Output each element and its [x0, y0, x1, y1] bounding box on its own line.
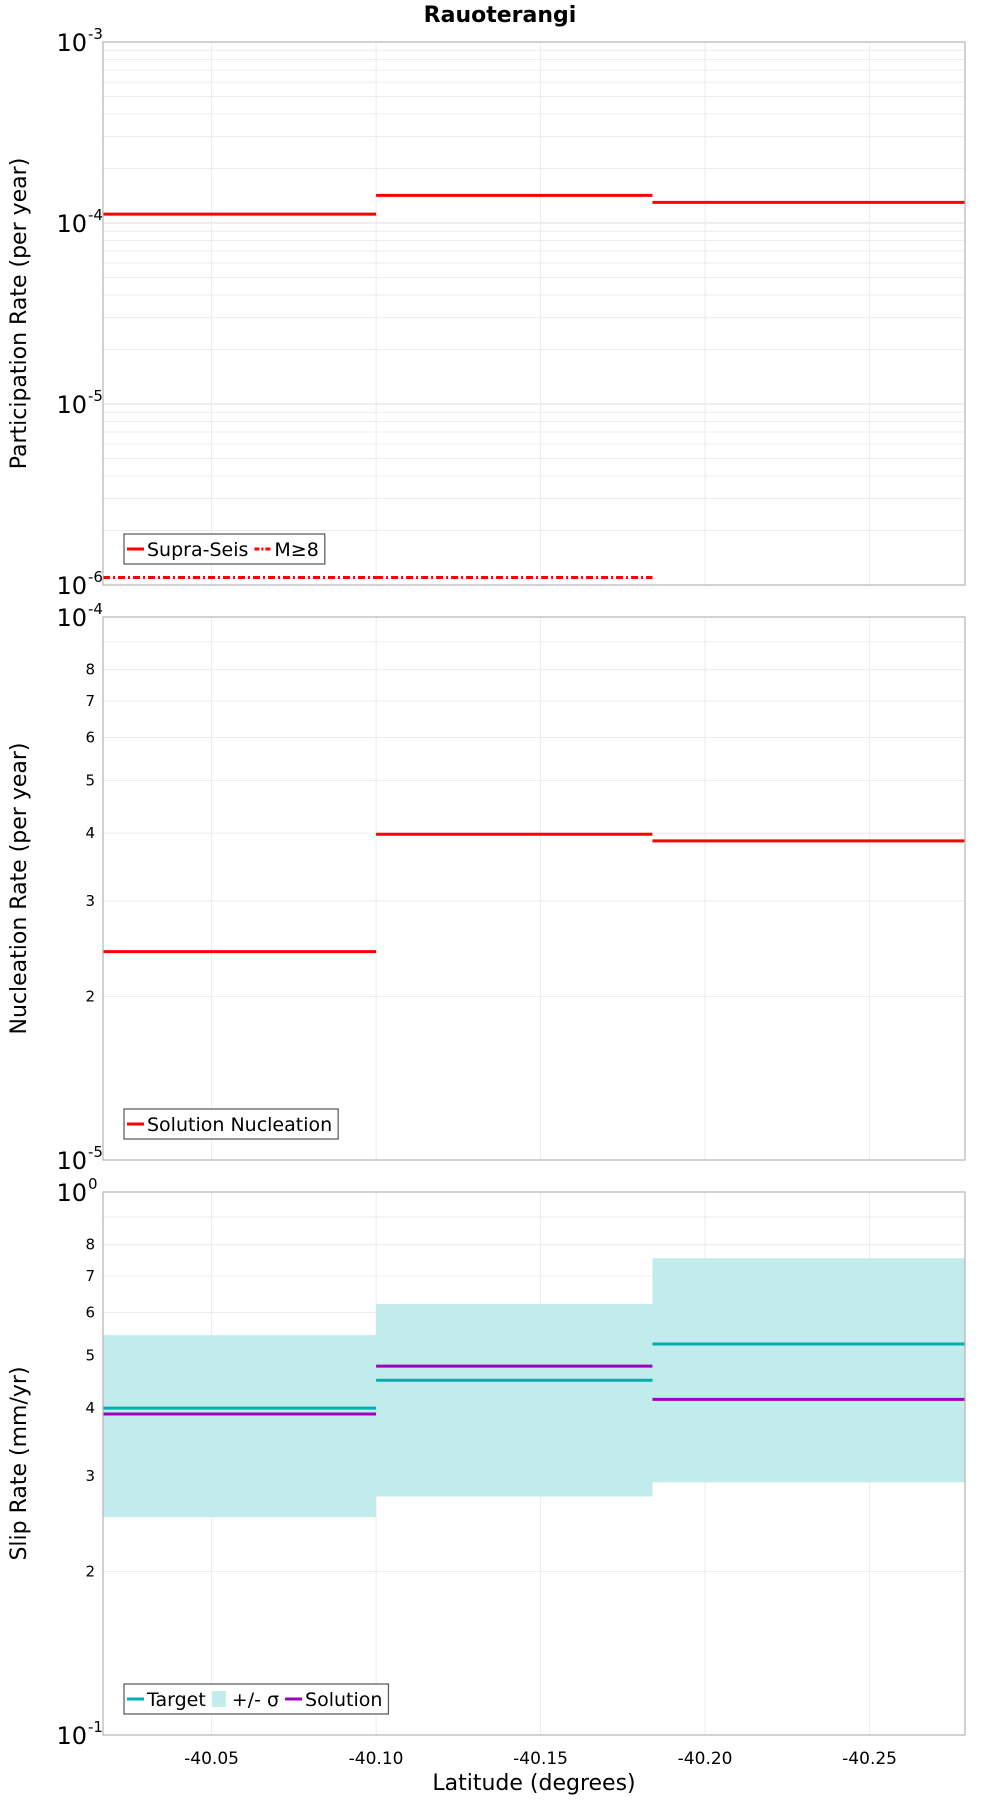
legend-item: M≥8 [254, 539, 319, 561]
y-tick-label: 10 [56, 391, 87, 419]
y-minor-tick-label: 8 [85, 1236, 95, 1254]
legend-label: Solution [305, 1689, 382, 1711]
y-minor-tick-label: 3 [85, 892, 95, 910]
legend-swatch [211, 1691, 226, 1707]
x-tick-label: -40.20 [678, 1749, 733, 1769]
series-supra-seis [103, 193, 965, 216]
y-minor-tick-label: 8 [85, 661, 95, 679]
legend-label: Solution Nucleation [147, 1114, 332, 1136]
band-segment [376, 1303, 653, 1497]
x-tick-label: -40.05 [184, 1749, 239, 1769]
legend-label: Supra-Seis [147, 539, 248, 561]
legend-frame [123, 1108, 339, 1140]
band-segment [103, 1335, 377, 1518]
y-minor-tick-label: 5 [85, 771, 95, 789]
y-minor-tick-label: 6 [85, 728, 95, 746]
y-tick-exponent: -5 [88, 387, 103, 405]
y-tick-exponent: -6 [88, 568, 103, 586]
y-minor-tick-label: 5 [85, 1346, 95, 1364]
y-minor-tick-label: 4 [85, 824, 95, 842]
legend-label: Target [146, 1689, 206, 1711]
y-tick-label: 10 [56, 210, 87, 238]
y-tick-label: 10 [56, 1722, 87, 1750]
y-minor-tick-label: 7 [85, 1267, 95, 1285]
grid [103, 42, 965, 585]
y-minor-tick-label: 3 [85, 1467, 95, 1485]
plot-frame [102, 1191, 966, 1736]
legend: Solution Nucleation [123, 1108, 339, 1140]
x-tick-label: -40.10 [349, 1749, 404, 1769]
plot-frame [102, 616, 966, 1161]
y-minor-tick-label: 4 [85, 1399, 95, 1417]
band-0 [103, 1258, 965, 1518]
plot-frame [102, 41, 966, 586]
legend-label: +/- σ [232, 1689, 279, 1711]
y-tick-exponent: 0 [88, 1175, 98, 1193]
y-tick-label: 10 [56, 604, 87, 632]
y-axis-label: Slip Rate (mm/yr) [7, 1366, 32, 1560]
chart-title: Rauoterangi [424, 3, 577, 28]
series-target [103, 1342, 965, 1410]
y-axis-label: Participation Rate (per year) [7, 158, 32, 470]
legend-frame [123, 1683, 390, 1715]
y-axis-label: Nucleation Rate (per year) [7, 743, 32, 1035]
y-tick-label: 10 [56, 1179, 87, 1207]
plot-area [103, 617, 965, 1160]
legend-label: M≥8 [274, 539, 318, 561]
y-tick-exponent: -1 [88, 1718, 103, 1736]
x-tick-label: -40.15 [513, 1749, 568, 1769]
legend-item: Solution Nucleation [127, 1114, 332, 1136]
y-tick-label: 10 [56, 572, 87, 600]
legend: Supra-Seis M≥8 [123, 533, 326, 565]
y-tick-exponent: -4 [88, 600, 103, 618]
legend: Target +/- σ Solution [123, 1683, 390, 1715]
band-segment [652, 1258, 965, 1483]
legend-item: Solution [285, 1689, 382, 1711]
legend-item: Target [127, 1689, 206, 1711]
y-tick-exponent: -5 [88, 1143, 103, 1161]
y-minor-tick-label: 2 [85, 988, 95, 1006]
y-tick-label: 10 [56, 29, 87, 57]
y-minor-tick-label: 6 [85, 1303, 95, 1321]
y-tick-exponent: -3 [88, 25, 103, 43]
plot-area [103, 42, 965, 585]
y-tick-exponent: -4 [88, 206, 103, 224]
y-minor-tick-label: 7 [85, 692, 95, 710]
x-axis-label: Latitude (degrees) [432, 1771, 635, 1796]
legend-frame [123, 533, 326, 565]
x-tick-label: -40.25 [842, 1749, 897, 1769]
y-minor-tick-label: 2 [85, 1563, 95, 1581]
legend-item: Supra-Seis [127, 539, 248, 561]
series-solution-nucleation [103, 832, 965, 954]
y-tick-label: 10 [56, 1147, 87, 1175]
legend-item: +/- σ [211, 1689, 279, 1711]
series-solution [103, 1364, 965, 1416]
